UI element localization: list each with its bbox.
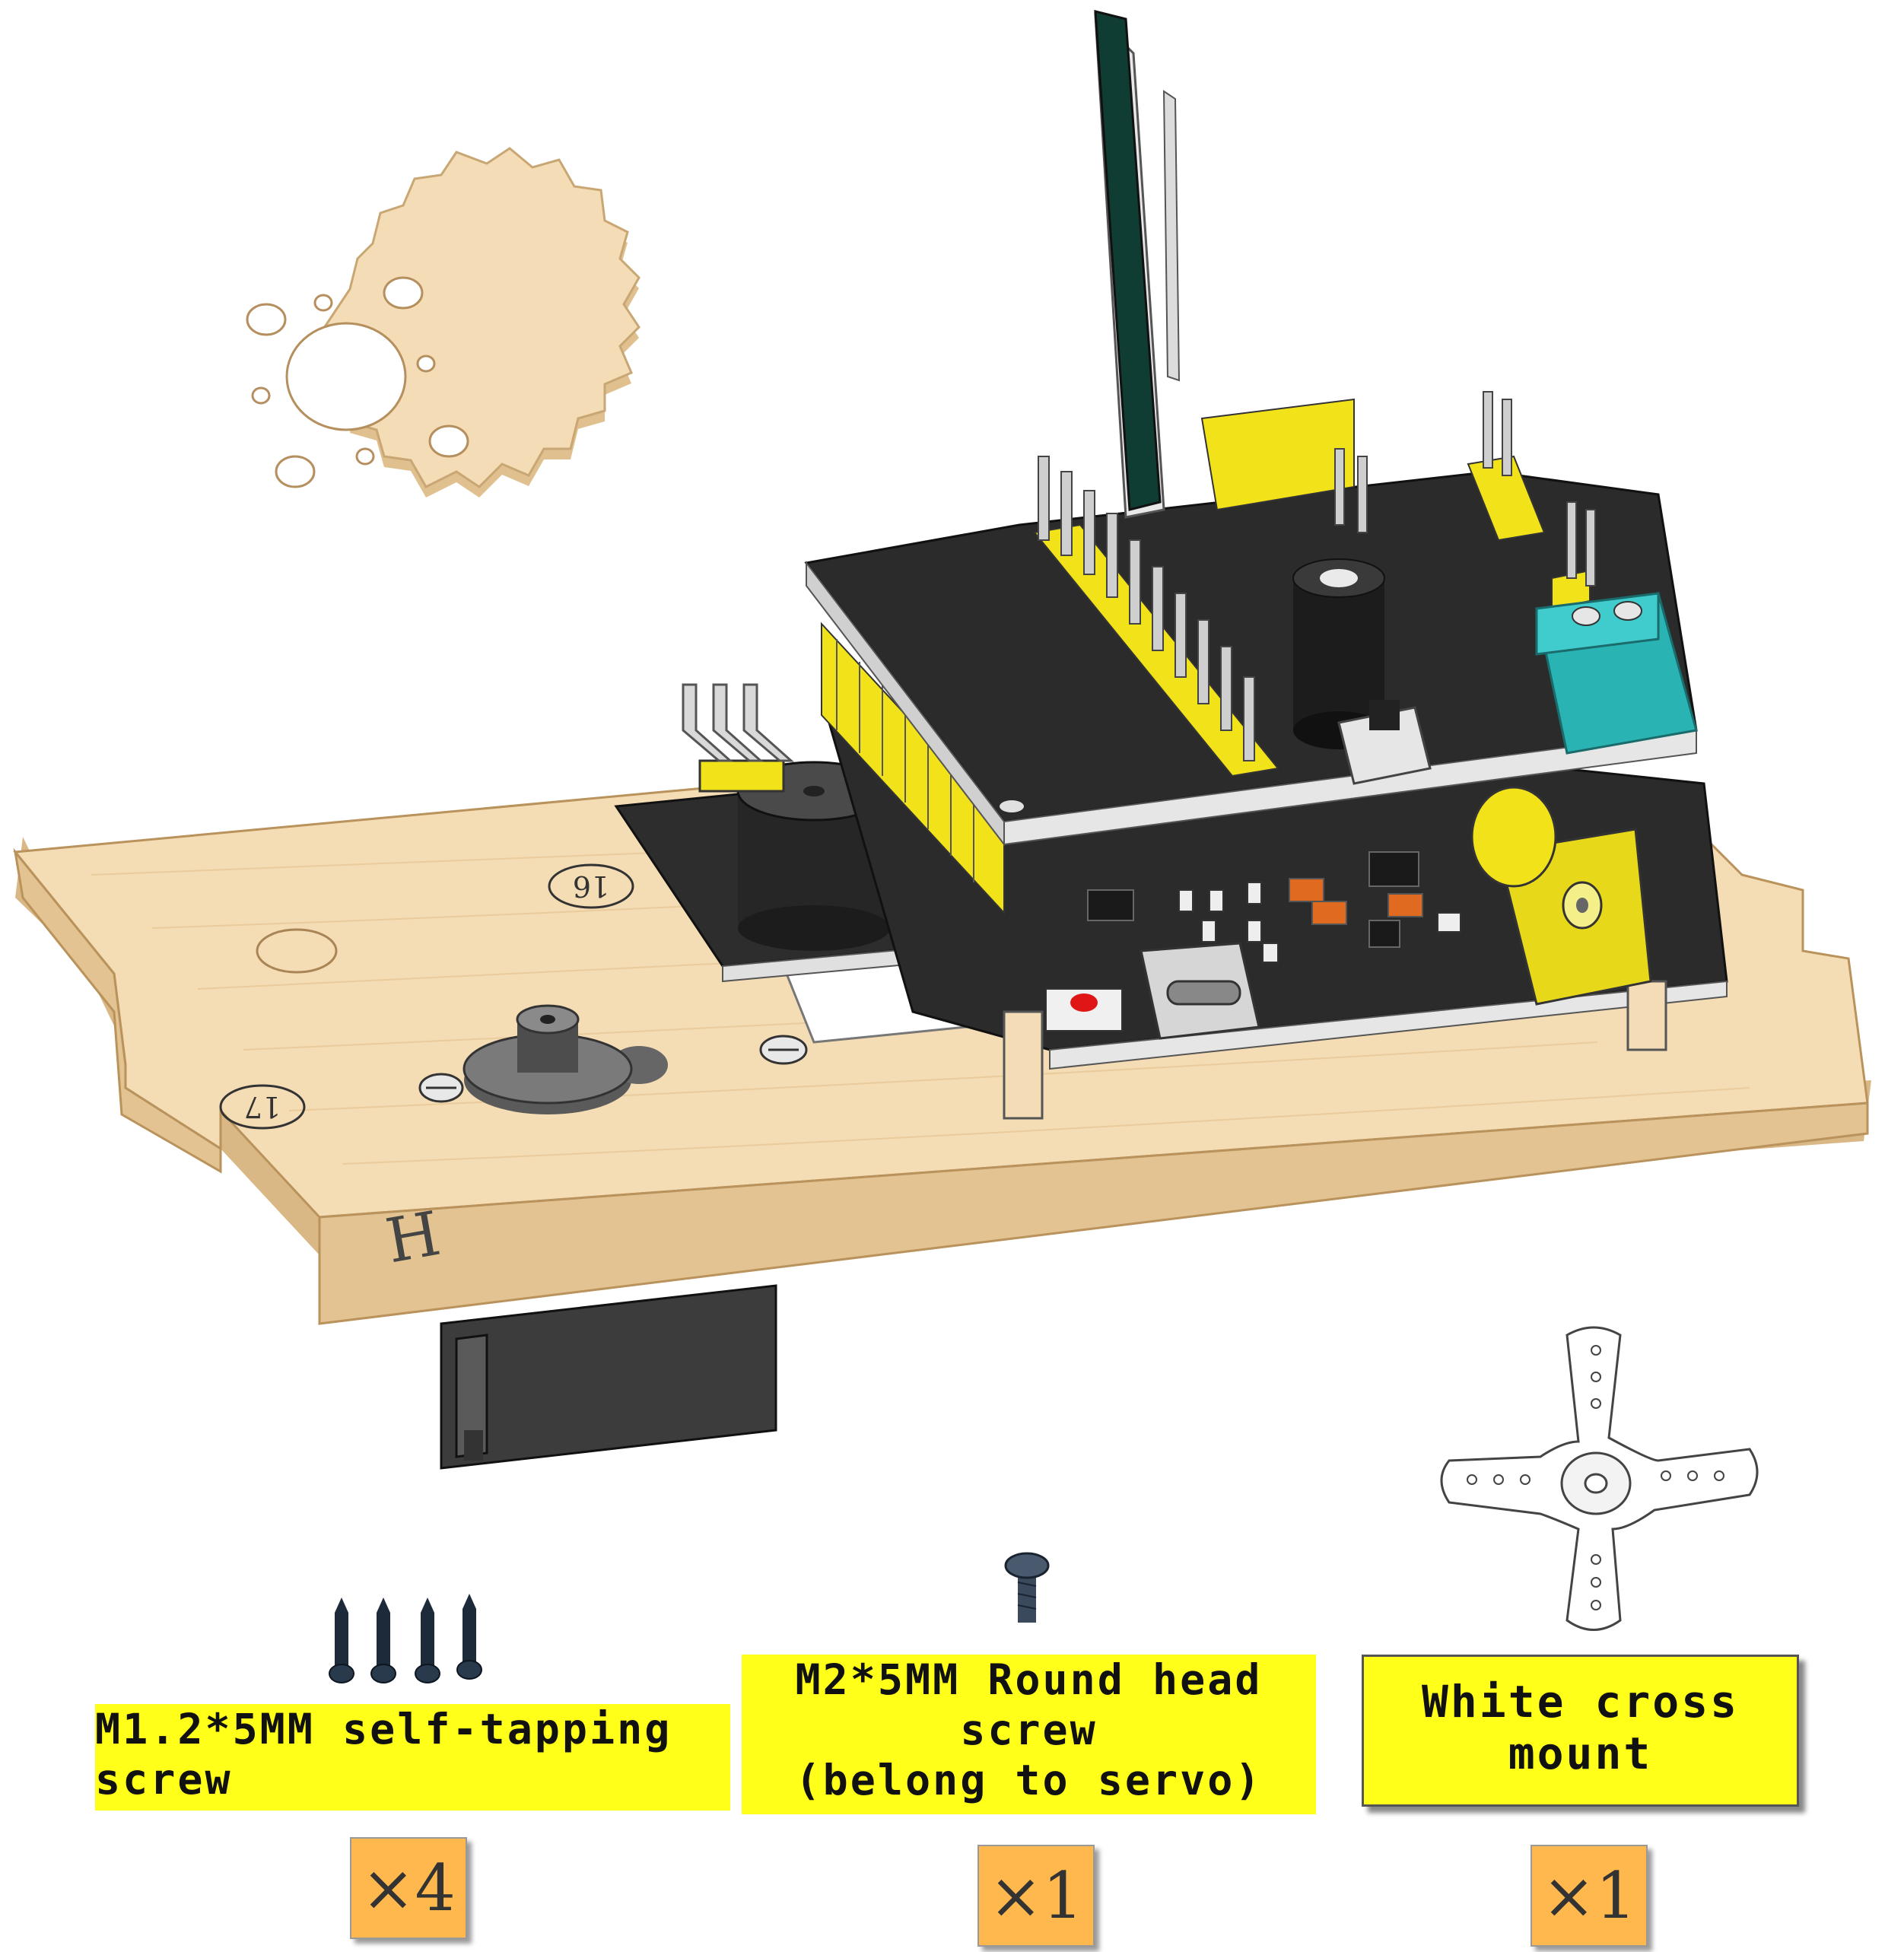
part-label-line: M2*5MM Round head <box>795 1655 1263 1704</box>
capacitor <box>1292 558 1385 749</box>
part-label-line: (belong to servo) <box>795 1756 1263 1804</box>
quantity-badge-round-head-screw: ×1 <box>977 1845 1095 1947</box>
servo-output-hub <box>462 1004 668 1114</box>
board-screw <box>418 1073 464 1103</box>
part-label-round-head-screw: M2*5MM Round head screw (belong to servo… <box>742 1655 1316 1814</box>
board-mark-17: 17 <box>219 1084 306 1130</box>
svg-text:16: 16 <box>573 869 609 903</box>
wooden-gear <box>246 147 640 498</box>
screw-terminal <box>1535 592 1698 755</box>
part-label-line: mount <box>1508 1728 1653 1779</box>
part-label-line: M1.2*5MM self-tapping <box>95 1705 672 1753</box>
servo-body <box>440 1284 777 1470</box>
part-label-white-cross-mount: White cross mount <box>1362 1655 1799 1807</box>
quantity-badge-self-tapping-screw: ×4 <box>350 1837 467 1939</box>
part-label-line: screw <box>960 1706 1098 1754</box>
board-screw <box>759 1035 808 1065</box>
self-tapping-screws <box>329 1594 482 1683</box>
part-label-line: screw <box>95 1755 233 1804</box>
svg-text:17: 17 <box>244 1090 281 1124</box>
dc-power-jack <box>1470 786 1652 1006</box>
quantity-badge-white-cross-mount: ×1 <box>1531 1845 1648 1947</box>
part-label-self-tapping-screw: M1.2*5MM self-tapping screw <box>95 1704 730 1811</box>
round-head-screw <box>1004 1552 1050 1623</box>
part-label-line: White cross <box>1421 1676 1740 1728</box>
board-mark-16: 16 <box>548 863 634 909</box>
control-board-stack <box>804 10 1728 1120</box>
usb-c-port <box>1140 942 1260 1040</box>
reset-button <box>1337 700 1432 785</box>
wireless-module <box>1094 10 1181 519</box>
white-cross-mount <box>1440 1326 1759 1631</box>
board-part-letter: H <box>381 1198 446 1277</box>
